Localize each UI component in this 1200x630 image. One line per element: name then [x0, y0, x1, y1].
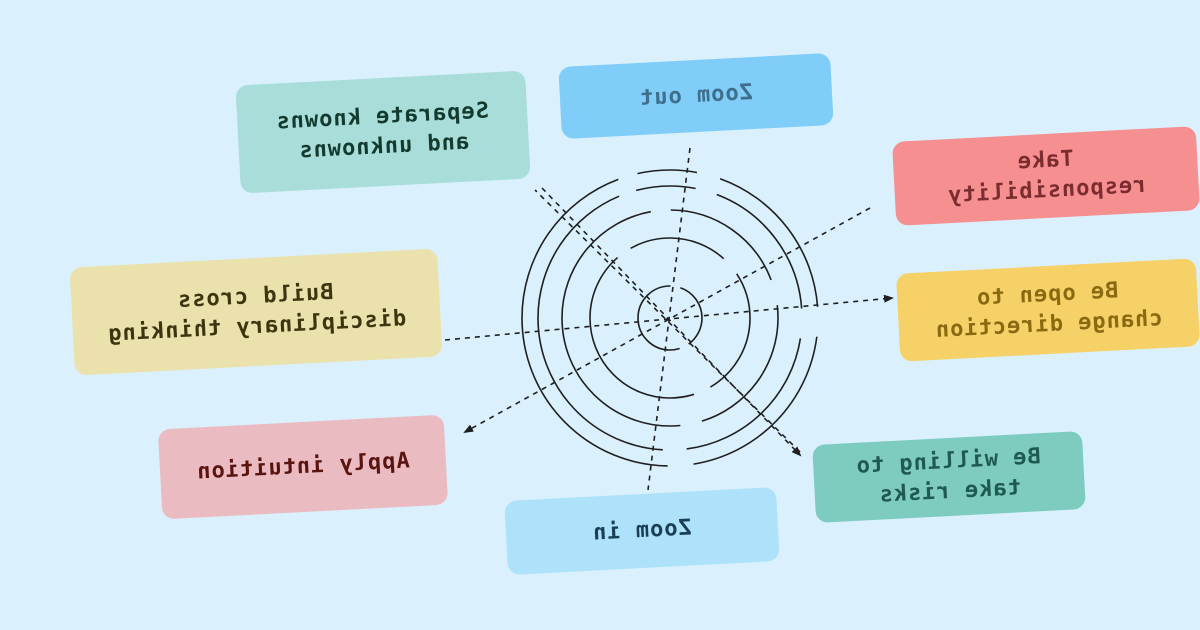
ring-group [521, 169, 819, 467]
spoke-risk [534, 189, 801, 453]
ring-3 [561, 209, 779, 427]
arrow-separate-knowns [541, 187, 802, 457]
card-separate-knowns: Separate knowns and unknowns [235, 70, 531, 194]
card-build-cross-label: Build cross disciplinary thinking [106, 280, 407, 347]
card-separate-knowns-label: Separate knowns and unknowns [274, 98, 490, 164]
card-be-open: Be open to change direction [895, 258, 1200, 362]
arrow-apply-intuition [463, 207, 871, 433]
ring-2 [589, 237, 751, 399]
card-zoom-out-label: Zoom out [638, 80, 754, 112]
card-be-open-label: Be open to change direction [934, 278, 1164, 343]
card-zoom-in: Zoom in [504, 486, 780, 576]
ring-5 [521, 169, 819, 467]
ring-4 [537, 185, 803, 451]
arrow-be-open [444, 294, 894, 341]
ring-1 [637, 285, 703, 351]
card-take-responsibility-label: Take responsibility [946, 146, 1147, 209]
card-apply-intuition: Apply intuition [157, 414, 449, 520]
card-build-cross: Build cross disciplinary thinking [69, 248, 443, 376]
spoke-group [444, 147, 894, 491]
card-zoom-out: Zoom out [558, 52, 834, 140]
card-be-willing: Be willing to take risks [812, 430, 1086, 524]
card-zoom-in-label: Zoom in [591, 515, 693, 546]
card-be-willing-label: Be willing to take risks [855, 444, 1042, 508]
card-apply-intuition-label: Apply intuition [195, 448, 411, 485]
card-take-responsibility: Take responsibility [892, 126, 1200, 226]
